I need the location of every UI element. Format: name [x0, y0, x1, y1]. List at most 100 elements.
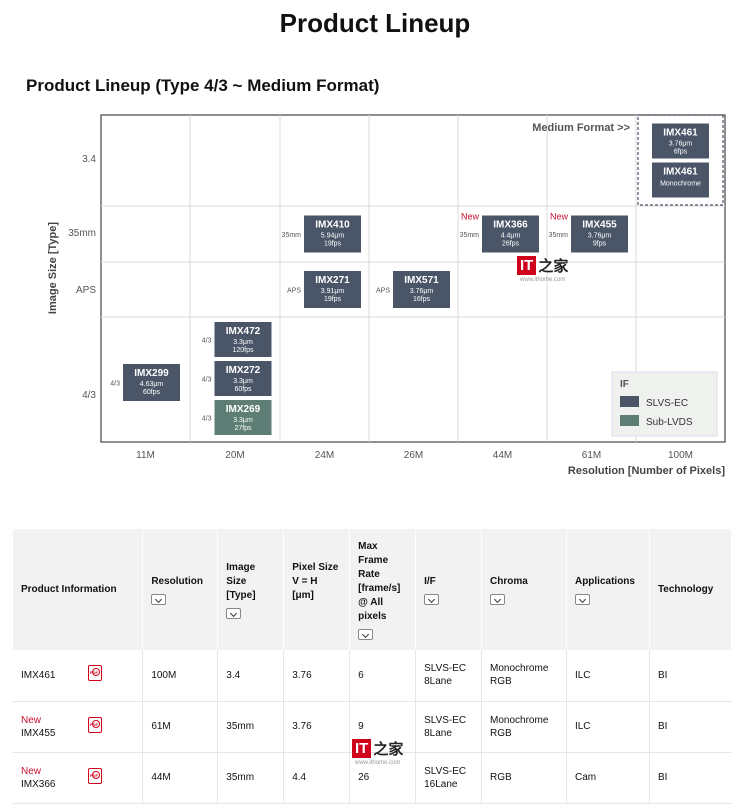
legend-title: IF [620, 379, 629, 390]
product-fps-label: 60fps [143, 389, 161, 396]
product-type-label: 4/3 [202, 377, 212, 384]
product-pixel-label: 4.4μm [501, 233, 521, 240]
watermark-table: IT 之家 www.ithome.com [352, 738, 403, 766]
applications-filter-dropdown[interactable] [574, 593, 590, 605]
watermark: IT 之家 www.ithome.com [517, 255, 568, 283]
product-name-label: IMX269 [226, 404, 261, 415]
product-type-label: 35mm [282, 232, 302, 239]
x-tick-label: 61M [582, 450, 601, 461]
watermark-url: www.ithome.com [520, 277, 566, 283]
x-axis-title: Resolution [Number of Pixels] [568, 465, 725, 477]
pdf-icon[interactable] [87, 716, 102, 733]
watermark-url: www.ithome.com [355, 760, 401, 766]
cell-resolution: 100M [142, 650, 219, 702]
product-lineup-chart: 11M 20M 24M 26M 44M 61M 100M 4/3 APS 35mm 3.4 Resol… [47, 114, 726, 477]
x-tick-label: 11M [136, 450, 155, 461]
product-fps-label: 19fps [324, 241, 342, 248]
product-box [652, 123, 709, 159]
product-box [214, 400, 272, 435]
x-tick-label: 26M [404, 450, 423, 461]
watermark-logo-zh: 之家 [373, 741, 404, 758]
x-tick-label: 20M [225, 450, 244, 461]
cell-applications: Cam [566, 752, 650, 804]
product-name-label: IMX461 [663, 128, 698, 139]
new-badge: New [21, 714, 42, 726]
product-name[interactable]: IMX366 [21, 778, 56, 790]
watermark-logo: IT [517, 256, 537, 275]
product-fps-label: 26fps [502, 241, 520, 248]
cell-applications: ILC [566, 650, 650, 702]
product-box [482, 215, 539, 253]
product-box [214, 322, 272, 357]
y-tick-label: 4/3 [82, 390, 96, 401]
frame-rate-filter-dropdown[interactable] [358, 628, 374, 640]
medium-format-label: Medium Format >> [532, 122, 630, 134]
product-name-label: IMX366 [493, 220, 528, 231]
chroma-filter-dropdown[interactable] [490, 593, 506, 605]
cell-chroma: Monochrome RGB [481, 650, 567, 702]
product-box [571, 215, 628, 253]
cell-pixel-size: 3.76 [283, 650, 351, 702]
product-pixel-label: 4.63μm [140, 381, 164, 388]
header-technology: Technology [649, 529, 733, 650]
cell-image-size: 3.4 [217, 650, 285, 702]
legend-label: Sub-LVDS [646, 417, 693, 428]
header-product: Product Information [13, 529, 144, 650]
cell-if: SLVS-EC 8Lane [415, 650, 483, 702]
product-pixel-label: 3.3μm [233, 339, 253, 346]
cell-if: SLVS-EC 8Lane [415, 701, 483, 753]
page-title: Product Lineup [279, 8, 471, 38]
product-pixel-label: 3.76μm [410, 288, 434, 295]
cell-resolution: 44M [142, 752, 219, 804]
y-tick-label: 3.4 [82, 154, 96, 165]
cell-technology: BI [649, 752, 732, 804]
cell-resolution: 61M [142, 701, 219, 753]
pdf-icon[interactable] [87, 767, 102, 784]
product-name-label: IMX455 [582, 220, 617, 231]
legend-label: SLVS-EC [646, 398, 688, 409]
header-if: I/F [415, 529, 483, 650]
product-type-label: 35mm [460, 232, 480, 239]
product-type-label: APS [376, 288, 390, 295]
cell-image-size: 35mm [217, 701, 285, 753]
product-pixel-label: 3.91μm [321, 288, 345, 295]
new-badge: New [21, 765, 42, 777]
product-box [304, 271, 361, 308]
legend-swatch [620, 396, 639, 407]
product-pixel-label: 3.76μm [669, 141, 693, 148]
if-filter-dropdown[interactable] [424, 593, 440, 605]
cell-frame-rate: 26 [349, 752, 417, 804]
x-tick-label: 44M [493, 450, 512, 461]
product-name-label: IMX571 [404, 275, 439, 286]
y-tick-label: 35mm [68, 228, 96, 239]
legend-swatch [620, 415, 639, 426]
product-name[interactable]: IMX455 [21, 727, 56, 739]
product-fps-label: 120fps [232, 347, 254, 354]
watermark-logo: IT [352, 739, 372, 758]
header-max-frame-rate: Max Frame Rate [frame/s] @ All pixels [349, 529, 417, 650]
product-fps-label: 9fps [593, 241, 607, 248]
image-size-filter-dropdown[interactable] [226, 607, 242, 619]
header-chroma: Chroma [481, 529, 567, 650]
product-pixel-label: 5.94μm [321, 233, 345, 240]
product-type-label: 4/3 [202, 338, 212, 345]
product-name-label: IMX410 [315, 220, 350, 231]
section-title: Product Lineup (Type 4/3 ~ Medium Format… [26, 76, 380, 95]
pdf-icon[interactable] [87, 665, 102, 682]
cell-pixel-size: 4.4 [283, 752, 351, 804]
product-box [214, 361, 272, 396]
product-table: Product Information Resolution Image Siz… [13, 529, 733, 804]
cell-technology: BI [649, 650, 732, 702]
resolution-filter-dropdown[interactable] [151, 593, 167, 605]
y-tick-label: APS [76, 285, 96, 296]
header-resolution: Resolution [142, 529, 219, 650]
product-pixel-label: 3.3μm [233, 417, 253, 424]
product-name-label: IMX461 [663, 167, 698, 178]
product-type-label: 4/3 [110, 381, 120, 388]
cell-if: SLVS-EC 16Lane [415, 752, 483, 804]
header-applications: Applications [566, 529, 650, 650]
product-name-label: IMX472 [226, 326, 261, 337]
cell-image-size: 35mm [217, 752, 285, 804]
table-row: IMX461 100M3.43.766SLVS-EC8LaneMonochrome… [13, 650, 732, 702]
product-name[interactable]: IMX461 [21, 669, 56, 681]
